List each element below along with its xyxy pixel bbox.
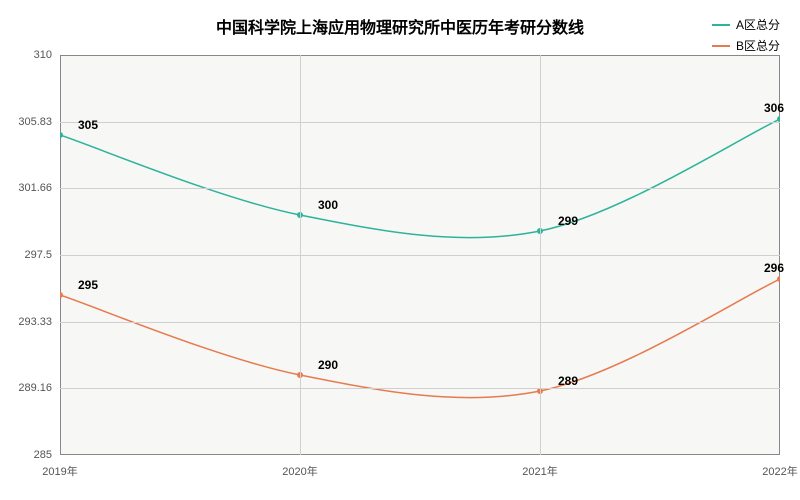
x-tick-label: 2019年 [42,463,77,479]
legend-label-a: A区总分 [736,16,780,33]
y-tick-label: 293.33 [18,316,52,328]
y-tick-label: 310 [34,49,52,61]
legend-swatch-b [712,45,730,47]
grid-line-h [60,322,780,323]
data-label: 296 [764,261,784,275]
x-tick-label: 2020年 [282,463,317,479]
data-label: 290 [318,358,338,372]
legend-item-b: B区总分 [712,37,780,54]
x-tick-label: 2022年 [762,463,797,479]
data-label: 300 [318,198,338,212]
legend-label-b: B区总分 [736,37,780,54]
grid-line-h [60,255,780,256]
y-tick-label: 301.66 [18,182,52,194]
grid-line-v [540,55,541,455]
data-label: 299 [558,214,578,228]
y-tick-label: 297.5 [24,249,52,261]
data-label: 305 [78,118,98,132]
legend-item-a: A区总分 [712,16,780,33]
series-line [60,279,780,398]
grid-line-h [60,388,780,389]
y-tick-label: 285 [34,449,52,461]
y-tick-label: 289.16 [18,382,52,394]
legend-swatch-a [712,24,730,26]
legend: A区总分 B区总分 [712,16,780,58]
data-marker [60,292,63,298]
grid-line-v [300,55,301,455]
y-tick-label: 305.83 [18,116,52,128]
chart-container: 中国科学院上海应用物理研究所中医历年考研分数线 A区总分 B区总分 285289… [0,0,800,500]
plot-area: 285289.16293.33297.5301.66305.833102019年… [60,55,780,455]
x-tick-label: 2021年 [522,463,557,479]
data-label: 289 [558,374,578,388]
grid-line-h [60,122,780,123]
data-marker [777,276,780,282]
data-label: 295 [78,278,98,292]
chart-title: 中国科学院上海应用物理研究所中医历年考研分数线 [216,14,584,38]
data-label: 306 [764,101,784,115]
series-line [60,119,780,238]
data-marker [60,132,63,138]
grid-line-h [60,188,780,189]
